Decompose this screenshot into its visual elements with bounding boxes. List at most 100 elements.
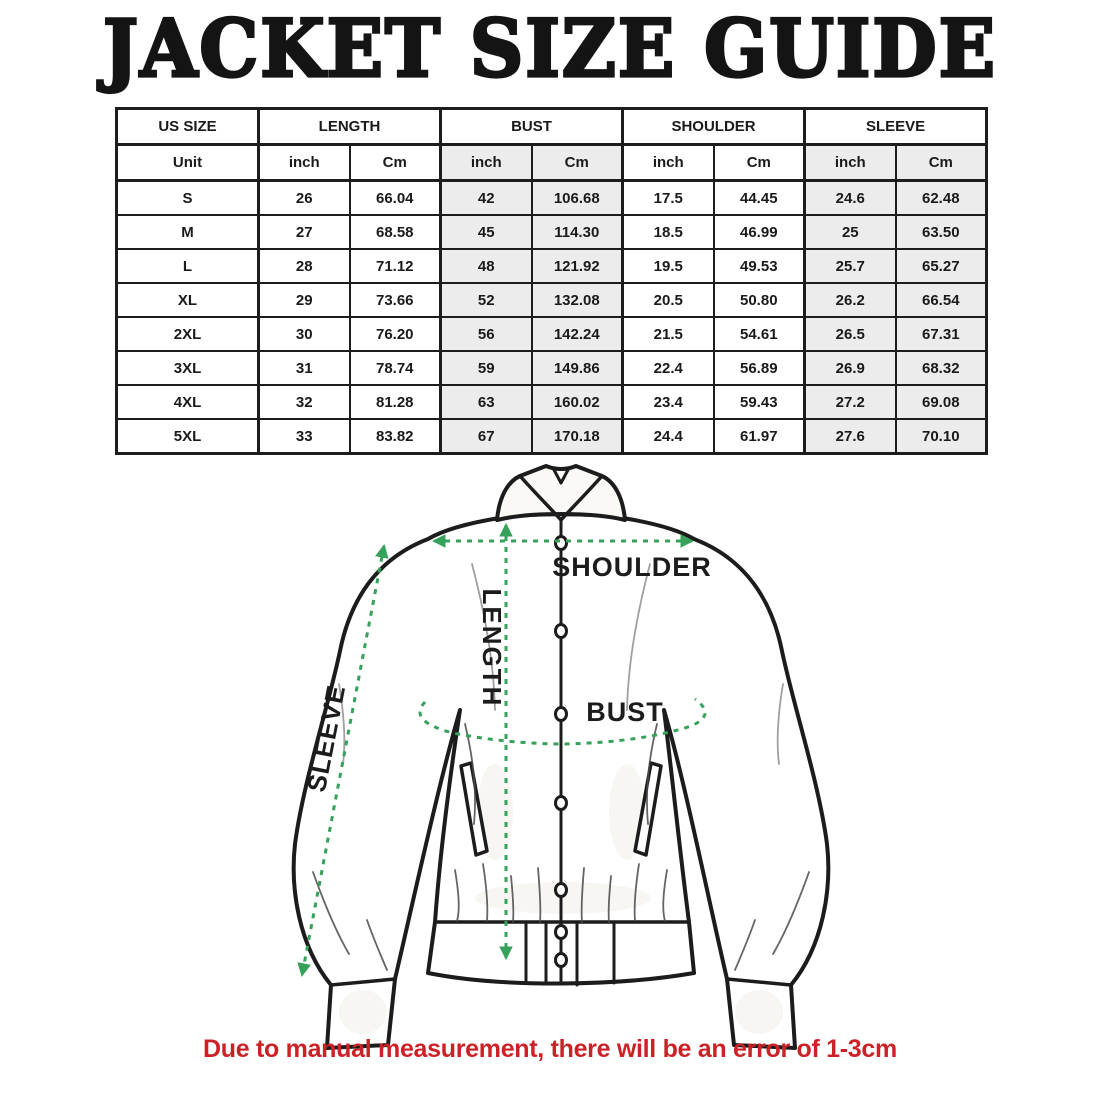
snap-button	[554, 706, 568, 722]
unit-cell: Cm	[712, 143, 806, 182]
value-cell: 49.53	[712, 248, 806, 284]
size-label-cell: XL	[115, 282, 260, 318]
size-row: M 27 68.58 45 114.30 18.5 46.99 25 63.50	[115, 214, 988, 250]
value-cell: 66.04	[348, 179, 442, 216]
size-row: 3XL 31 78.74 59 149.86 22.4 56.89 26.9 68.32	[115, 350, 988, 386]
value-cell: 30	[257, 316, 351, 352]
value-cell: 26.2	[803, 282, 897, 318]
value-cell: 28	[257, 248, 351, 284]
value-cell: 160.02	[530, 384, 624, 420]
value-cell: 48	[439, 248, 533, 284]
value-cell: 25.7	[803, 248, 897, 284]
value-cell: 73.66	[348, 282, 442, 318]
collar	[495, 464, 627, 522]
sleeve-arrow	[297, 543, 389, 978]
value-cell: 31	[257, 350, 351, 386]
value-cell: 25	[803, 214, 897, 250]
value-cell: 27.2	[803, 384, 897, 420]
value-cell: 66.54	[894, 282, 988, 318]
value-cell: 56.89	[712, 350, 806, 386]
size-row: L 28 71.12 48 121.92 19.5 49.53 25.7 65.27	[115, 248, 988, 284]
left-pocket	[459, 761, 489, 857]
value-cell: 26.5	[803, 316, 897, 352]
column-group-bust: BUST	[439, 107, 624, 146]
page-title: JACKET SIZE GUIDE	[101, 2, 998, 96]
value-cell: 33	[257, 418, 351, 455]
column-group-shoulder: SHOULDER	[621, 107, 806, 146]
size-label-cell: 4XL	[115, 384, 260, 420]
size-label-cell: M	[115, 214, 260, 250]
snap-button	[554, 952, 568, 968]
value-cell: 149.86	[530, 350, 624, 386]
column-group-length: LENGTH	[256, 107, 442, 146]
value-cell: 81.28	[348, 384, 442, 420]
value-cell: 121.92	[530, 248, 624, 284]
value-cell: 46.99	[712, 214, 806, 250]
bust-arc	[418, 697, 707, 746]
value-cell: 45	[439, 214, 533, 250]
value-cell: 56	[439, 316, 533, 352]
value-cell: 70.10	[894, 418, 988, 455]
value-cell: 26.9	[803, 350, 897, 386]
unit-cell: inch	[257, 143, 351, 182]
unit-label-cell: Unit	[115, 143, 260, 182]
length-label: LENGTH	[477, 589, 507, 708]
value-cell: 67	[439, 418, 533, 455]
right-pocket	[633, 761, 663, 857]
value-cell: 21.5	[621, 316, 715, 352]
value-cell: 32	[257, 384, 351, 420]
size-label-cell: L	[115, 248, 260, 284]
right-cuff-seam	[725, 977, 793, 987]
value-cell: 42	[439, 179, 533, 216]
snap-button	[554, 623, 568, 639]
waistband-ribs	[524, 920, 616, 987]
column-group-sleeve: SLEEVE	[803, 107, 988, 146]
value-cell: 114.30	[530, 214, 624, 250]
snap-button	[554, 882, 568, 898]
value-cell: 106.68	[530, 179, 624, 216]
unit-cell: Cm	[894, 143, 988, 182]
value-cell: 26	[257, 179, 351, 216]
measurement-note: Due to manual measurement, there will be…	[203, 1035, 897, 1063]
size-row: 4XL 32 81.28 63 160.02 23.4 59.43 27.2 69.08	[115, 384, 988, 420]
value-cell: 54.61	[712, 316, 806, 352]
value-cell: 18.5	[621, 214, 715, 250]
value-cell: 68.58	[348, 214, 442, 250]
column-group-us-size: US SIZE	[115, 107, 260, 146]
value-cell: 19.5	[621, 248, 715, 284]
value-cell: 27	[257, 214, 351, 250]
value-cell: 63	[439, 384, 533, 420]
value-cell: 22.4	[621, 350, 715, 386]
value-cell: 142.24	[530, 316, 624, 352]
collar-fold-right	[559, 474, 604, 522]
value-cell: 52	[439, 282, 533, 318]
jacket-drawing	[291, 464, 831, 1050]
size-row: XL 29 73.66 52 132.08 20.5 50.80 26.2 66.54	[115, 282, 988, 318]
size-table: US SIZE LENGTH BUST SHOULDER SLEEVE Unit inch C…	[115, 107, 989, 455]
value-cell: 69.08	[894, 384, 988, 420]
value-cell: 62.48	[894, 179, 988, 216]
value-cell: 68.32	[894, 350, 988, 386]
group-header-row: US SIZE LENGTH BUST SHOULDER SLEEVE	[115, 107, 988, 146]
value-cell: 71.12	[348, 248, 442, 284]
collar-notch	[551, 466, 571, 485]
value-cell: 65.27	[894, 248, 988, 284]
size-row: S 26 66.04 42 106.68 17.5 44.45 24.6 62.48	[115, 179, 988, 216]
value-cell: 20.5	[621, 282, 715, 318]
value-cell: 83.82	[348, 418, 442, 455]
value-cell: 24.4	[621, 418, 715, 455]
size-label-cell: 5XL	[115, 418, 260, 455]
unit-cell: inch	[621, 143, 715, 182]
value-cell: 59	[439, 350, 533, 386]
value-cell: 170.18	[530, 418, 624, 455]
value-cell: 17.5	[621, 179, 715, 216]
size-label-cell: 3XL	[115, 350, 260, 386]
value-cell: 67.31	[894, 316, 988, 352]
collar-fold-left	[518, 474, 563, 522]
unit-cell: inch	[439, 143, 533, 182]
snap-button	[554, 795, 568, 811]
left-cuff-seam	[329, 977, 397, 987]
value-cell: 63.50	[894, 214, 988, 250]
size-label-cell: S	[115, 179, 260, 216]
unit-cell: Cm	[348, 143, 442, 182]
